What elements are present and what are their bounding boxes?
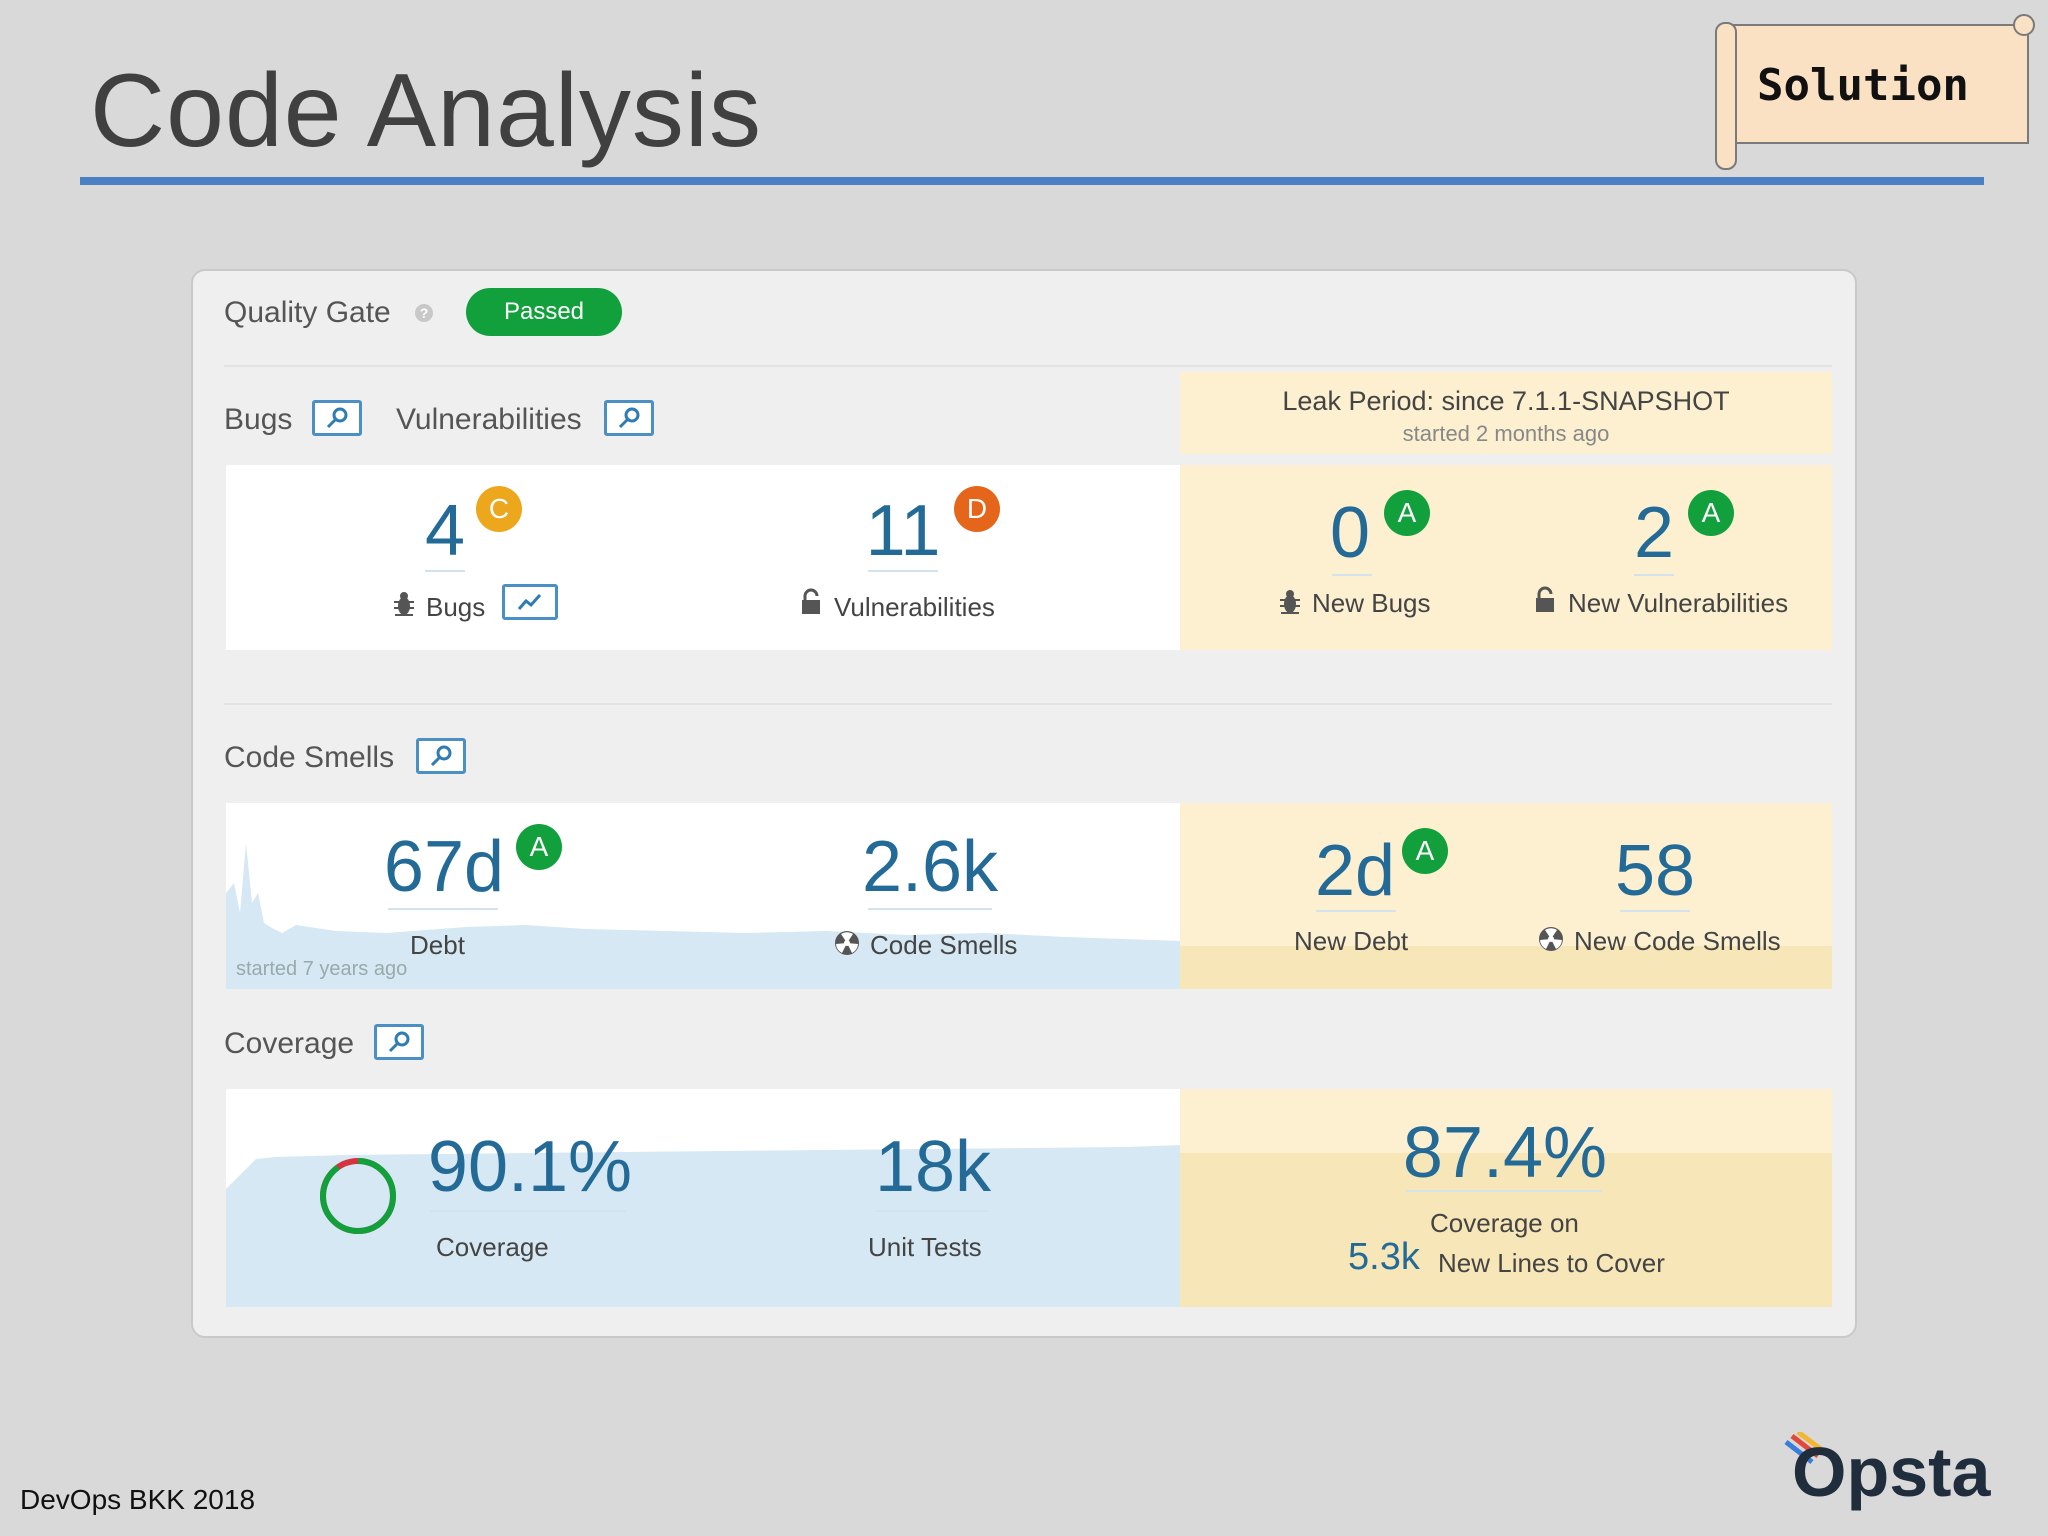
new-code-smells-value[interactable]: 58 xyxy=(1614,831,1696,911)
coverage-section-title: Coverage xyxy=(224,1027,355,1060)
leak-period-header: Leak Period: since 7.1.1-SNAPSHOT starte… xyxy=(1180,372,1832,454)
link-icon xyxy=(430,745,452,767)
bugs-drilldown-button[interactable] xyxy=(312,400,362,436)
slide-title: Code Analysis xyxy=(90,53,763,169)
opsta-logo: Opsta xyxy=(1784,1432,1991,1511)
quality-gate-label: Quality Gate xyxy=(224,296,391,329)
debt-label: Debt xyxy=(410,930,465,960)
bug-icon xyxy=(394,592,414,616)
coverage-drilldown-button[interactable] xyxy=(374,1024,424,1060)
new-code-smells-label: New Code Smells xyxy=(1574,926,1781,956)
new-debt-value[interactable]: 2d xyxy=(1314,831,1396,911)
unit-tests-value[interactable]: 18k xyxy=(874,1127,992,1207)
new-vulnerabilities-label: New Vulnerabilities xyxy=(1568,588,1789,618)
title-underline xyxy=(80,177,1984,185)
new-bugs-label: New Bugs xyxy=(1312,588,1431,618)
bugs-section-title: Bugs xyxy=(224,403,293,436)
quality-gate-status-badge: Passed xyxy=(466,288,622,336)
solution-scroll-badge: Solution xyxy=(1715,14,2035,170)
code-smells-section-title: Code Smells xyxy=(224,741,395,774)
new-coverage-label: Coverage on xyxy=(1430,1208,1579,1238)
new-debt-label: New Debt xyxy=(1294,926,1409,956)
bugs-label: Bugs xyxy=(426,592,486,622)
vulnerabilities-section-title: Vulnerabilities xyxy=(396,403,582,436)
leak-period-title: Leak Period: since 7.1.1-SNAPSHOT xyxy=(1282,386,1730,416)
debt-value[interactable]: 67d xyxy=(383,827,505,907)
code-smells-label: Code Smells xyxy=(870,930,1018,960)
new-vulnerabilities-rating-badge: A xyxy=(1688,490,1734,536)
footer-event-text: DevOps BKK 2018 xyxy=(20,1484,256,1515)
bug-icon xyxy=(1280,590,1300,614)
solution-label: Solution xyxy=(1757,60,1969,111)
coverage-history-sparkline xyxy=(226,1145,1181,1307)
trend-chart-icon xyxy=(517,593,542,610)
bugs-value[interactable]: 4 xyxy=(424,491,466,571)
bugs-rating-badge: C xyxy=(476,486,522,532)
lock-icon xyxy=(802,588,820,614)
link-icon xyxy=(388,1031,410,1053)
link-icon xyxy=(326,407,348,429)
coverage-donut xyxy=(320,1158,396,1234)
lock-icon xyxy=(1536,586,1554,612)
vulnerabilities-value[interactable]: 11 xyxy=(865,491,941,571)
new-coverage-value[interactable]: 87.4% xyxy=(1402,1113,1608,1193)
unit-tests-label: Unit Tests xyxy=(868,1232,982,1262)
svg-text:Opsta: Opsta xyxy=(1792,1433,1991,1511)
debt-history-sparkline xyxy=(226,843,1181,989)
code-smells-drilldown-button[interactable] xyxy=(416,738,466,774)
new-bugs-value[interactable]: 0 xyxy=(1329,493,1371,573)
coverage-label: Coverage xyxy=(436,1232,549,1262)
new-lines-to-cover-value[interactable]: 5.3k xyxy=(1348,1236,1420,1278)
new-vulnerabilities-value[interactable]: 2 xyxy=(1633,493,1675,573)
link-icon xyxy=(618,407,640,429)
code-smells-value[interactable]: 2.6k xyxy=(861,827,999,907)
vulnerabilities-drilldown-button[interactable] xyxy=(604,400,654,436)
radiation-icon xyxy=(1539,927,1563,951)
new-debt-rating-badge: A xyxy=(1402,828,1448,874)
bugs-vulns-card xyxy=(226,465,1181,650)
coverage-value[interactable]: 90.1% xyxy=(427,1127,633,1207)
debt-rating-badge: A xyxy=(516,824,562,870)
bugs-vulns-leak-card xyxy=(1180,465,1832,650)
vulnerabilities-rating-badge: D xyxy=(954,486,1000,532)
new-lines-to-cover-label: New Lines to Cover xyxy=(1438,1248,1665,1278)
radiation-icon xyxy=(835,931,859,955)
vulnerabilities-label: Vulnerabilities xyxy=(834,592,995,622)
leak-period-subtitle: started 2 months ago xyxy=(1402,421,1610,446)
new-bugs-rating-badge: A xyxy=(1384,490,1430,536)
bugs-history-button[interactable] xyxy=(502,584,558,620)
question-icon[interactable]: ? xyxy=(415,304,433,322)
debt-history-note: started 7 years ago xyxy=(236,958,408,980)
